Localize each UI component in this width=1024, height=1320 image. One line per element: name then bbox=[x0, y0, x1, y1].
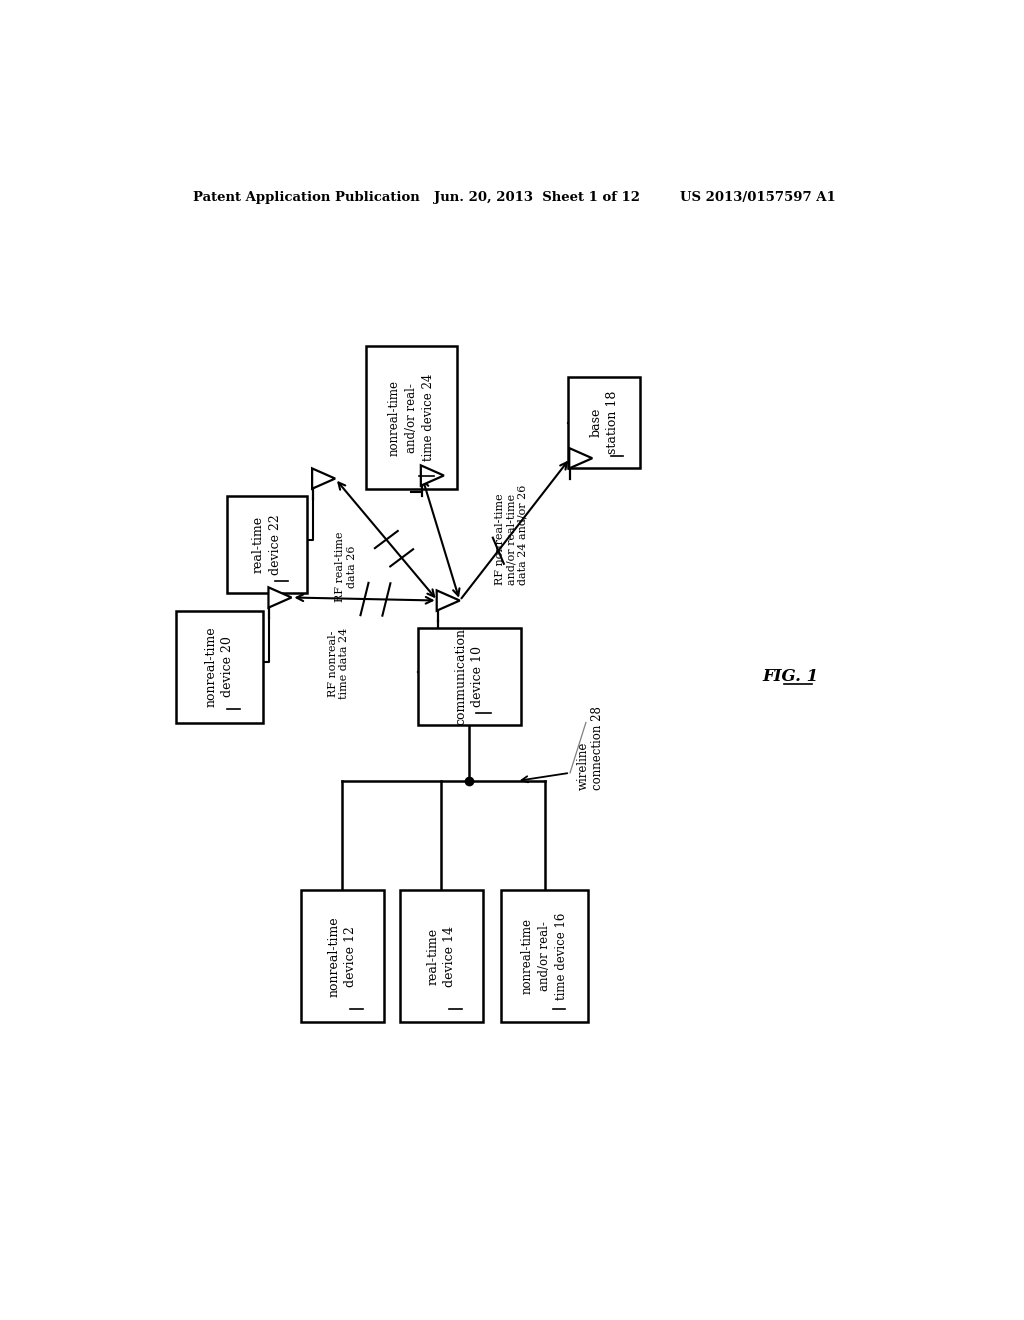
Bar bbox=[366, 346, 457, 488]
Polygon shape bbox=[268, 587, 292, 607]
Text: FIG. 1: FIG. 1 bbox=[763, 668, 819, 685]
Text: RF nonreal-
time data 24: RF nonreal- time data 24 bbox=[328, 628, 349, 700]
Text: communication
device 10: communication device 10 bbox=[455, 628, 484, 725]
Text: real-time
device 22: real-time device 22 bbox=[252, 515, 282, 576]
Polygon shape bbox=[569, 447, 592, 469]
Text: base
station 18: base station 18 bbox=[589, 391, 620, 454]
Text: nonreal-time
and/or real-
time device 16: nonreal-time and/or real- time device 16 bbox=[521, 912, 568, 1001]
Text: US 2013/0157597 A1: US 2013/0157597 A1 bbox=[680, 190, 836, 203]
Text: Jun. 20, 2013  Sheet 1 of 12: Jun. 20, 2013 Sheet 1 of 12 bbox=[433, 190, 640, 203]
Text: nonreal-time
device 20: nonreal-time device 20 bbox=[204, 626, 234, 708]
Bar bbox=[301, 890, 384, 1022]
Polygon shape bbox=[436, 590, 460, 611]
Polygon shape bbox=[421, 466, 443, 486]
Text: RF real-time
data 26: RF real-time data 26 bbox=[336, 532, 357, 602]
Text: real-time
device 14: real-time device 14 bbox=[426, 925, 457, 987]
Bar bbox=[418, 628, 521, 725]
Text: nonreal-time
device 12: nonreal-time device 12 bbox=[328, 916, 357, 997]
Polygon shape bbox=[312, 469, 335, 488]
Bar bbox=[176, 611, 263, 722]
Text: RF nonreal-time
and/or real-time
data 24 and/or 26: RF nonreal-time and/or real-time data 24… bbox=[495, 484, 527, 585]
Bar bbox=[399, 890, 483, 1022]
Bar bbox=[227, 496, 306, 593]
Text: nonreal-time
and/or real-
time device 24: nonreal-time and/or real- time device 24 bbox=[388, 374, 435, 461]
Text: Patent Application Publication: Patent Application Publication bbox=[194, 190, 420, 203]
Text: wireline
connection 28: wireline connection 28 bbox=[577, 706, 604, 789]
Bar bbox=[568, 378, 640, 469]
Bar bbox=[501, 890, 588, 1022]
